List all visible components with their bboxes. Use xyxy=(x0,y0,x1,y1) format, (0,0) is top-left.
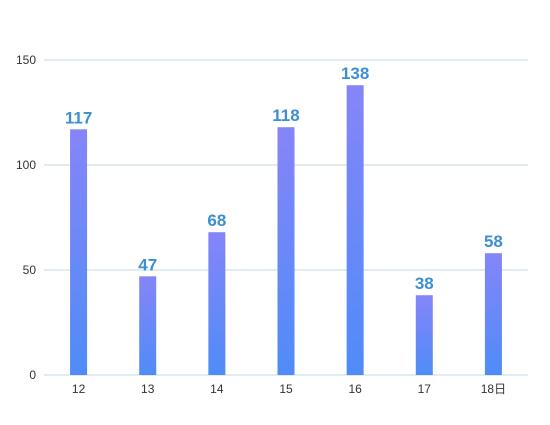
y-tick-label: 100 xyxy=(16,158,36,172)
data-label-14: 68 xyxy=(207,211,226,230)
x-tick-label: 15 xyxy=(279,382,293,396)
x-tick-label: 18日 xyxy=(481,382,506,396)
bars xyxy=(70,85,502,375)
data-label-17: 38 xyxy=(415,274,434,293)
bar-17 xyxy=(415,295,433,375)
data-label-12: 117 xyxy=(65,108,92,127)
data-labels: 117 47 68 118 138 38 58 xyxy=(65,64,503,293)
data-label-15: 118 xyxy=(272,106,299,125)
bar-18日 xyxy=(484,253,502,375)
x-tick-label: 13 xyxy=(141,382,155,396)
bar-15 xyxy=(277,127,295,375)
x-tick-label: 12 xyxy=(72,382,86,396)
bar-16 xyxy=(346,85,364,375)
x-tick-label: 16 xyxy=(348,382,362,396)
bar-14 xyxy=(208,232,226,375)
y-tick-label: 150 xyxy=(16,53,36,67)
y-axis: 0 50 100 150 xyxy=(16,53,36,382)
data-label-16: 138 xyxy=(341,64,369,83)
data-label-18日: 58 xyxy=(484,232,503,251)
y-tick-label: 50 xyxy=(23,263,37,277)
x-tick-label: 14 xyxy=(210,382,224,396)
x-tick-label: 17 xyxy=(418,382,432,396)
data-label-13: 47 xyxy=(138,255,157,274)
x-axis: 12 13 14 15 16 17 18日 xyxy=(72,382,506,396)
y-tick-label: 0 xyxy=(29,368,36,382)
bar-13 xyxy=(139,276,157,375)
bar-12 xyxy=(70,129,88,375)
